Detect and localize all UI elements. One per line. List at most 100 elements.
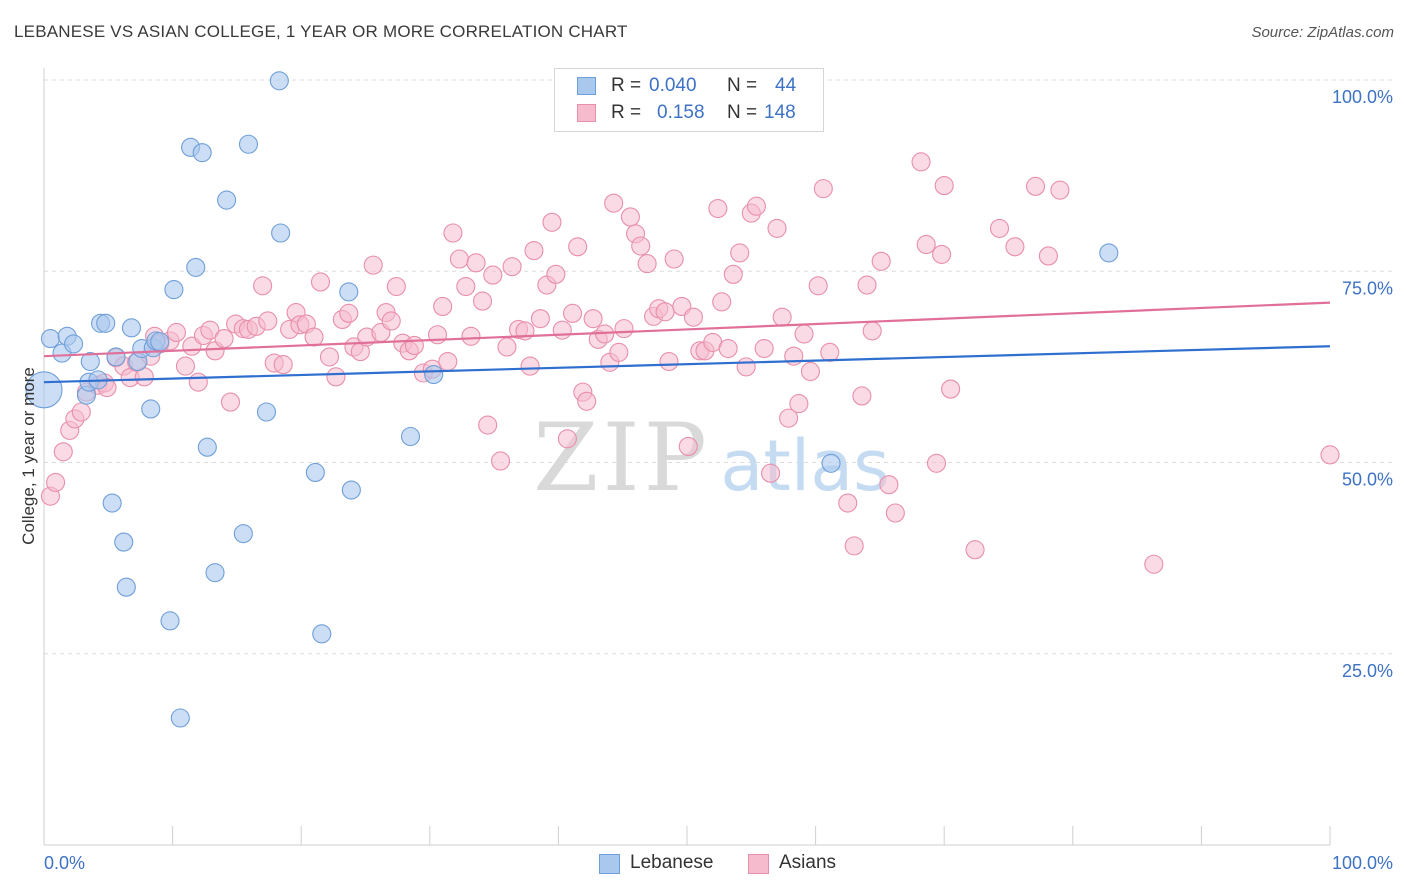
asian-point bbox=[730, 243, 750, 263]
asian-point bbox=[1050, 180, 1070, 200]
lebanese-point bbox=[114, 532, 134, 552]
asian-point bbox=[456, 276, 476, 297]
asian-point bbox=[767, 218, 787, 238]
asian-point bbox=[443, 223, 463, 243]
lebanese-point bbox=[424, 364, 444, 385]
asian-point bbox=[478, 415, 498, 435]
lebanese-point bbox=[106, 347, 126, 367]
asian-point bbox=[562, 303, 583, 323]
watermark-zip: ZIP bbox=[533, 404, 711, 513]
asian-point bbox=[989, 218, 1010, 238]
lebanese-point bbox=[821, 453, 841, 473]
lebanese-point bbox=[233, 524, 253, 544]
y-tick-label: 75.0% bbox=[1342, 278, 1393, 298]
lebanese-point bbox=[150, 332, 170, 352]
lebanese-point bbox=[64, 334, 84, 354]
asian-point bbox=[1320, 445, 1340, 465]
asian-point bbox=[926, 453, 947, 473]
asian-point bbox=[214, 329, 234, 349]
watermark-atlas: atlas bbox=[720, 425, 889, 507]
asian-point bbox=[200, 320, 220, 340]
asian-point bbox=[664, 249, 684, 269]
asian-point bbox=[820, 342, 840, 362]
asian-point bbox=[614, 319, 634, 339]
legend-n-value: 44 bbox=[775, 75, 797, 96]
asian-point bbox=[524, 241, 544, 261]
asian-point bbox=[808, 276, 828, 296]
asian-point bbox=[175, 356, 196, 376]
asian-point bbox=[772, 307, 792, 327]
lebanese-point bbox=[238, 134, 259, 154]
asian-point bbox=[461, 326, 481, 346]
asian-point bbox=[794, 324, 814, 344]
lebanese-point bbox=[96, 313, 116, 333]
asian-point bbox=[53, 442, 73, 462]
asian-point bbox=[879, 475, 899, 495]
x-tick-label: 100.0% bbox=[1332, 853, 1393, 873]
lebanese-point bbox=[1099, 243, 1119, 263]
asian-point bbox=[604, 193, 624, 213]
asian-point bbox=[683, 307, 703, 327]
asian-point bbox=[568, 237, 588, 257]
watermark: ZIP atlas bbox=[533, 404, 889, 513]
asian-point bbox=[736, 357, 756, 377]
lebanese-point bbox=[160, 611, 180, 631]
tick-labels: 25.0% 50.0% 75.0% 100.0% 0.0% 100.0% bbox=[44, 87, 1393, 873]
asian-point bbox=[800, 361, 821, 382]
lebanese-point bbox=[116, 577, 136, 597]
asians-swatch bbox=[577, 104, 596, 122]
lebanese-point bbox=[271, 223, 291, 243]
lebanese-point bbox=[164, 280, 184, 300]
lebanese-point bbox=[141, 399, 161, 419]
y-tick-label: 25.0% bbox=[1342, 661, 1393, 681]
chart-source: Source: ZipAtlas.com bbox=[1251, 24, 1394, 41]
asians-trend-line bbox=[43, 301, 1331, 358]
asian-point bbox=[339, 303, 359, 323]
asian-point bbox=[941, 379, 961, 399]
asian-point bbox=[386, 276, 406, 297]
asian-point bbox=[404, 335, 424, 356]
asian-point bbox=[844, 536, 864, 556]
asian-point bbox=[530, 309, 550, 329]
x-tick-label: 0.0% bbox=[44, 853, 85, 873]
asian-point bbox=[433, 296, 453, 316]
asian-point bbox=[789, 394, 809, 414]
lebanese-point bbox=[102, 493, 122, 513]
asian-point bbox=[483, 265, 503, 285]
asian-point bbox=[466, 253, 486, 273]
asian-point bbox=[310, 272, 331, 292]
asian-point bbox=[258, 311, 278, 331]
lebanese-point bbox=[192, 143, 212, 163]
asian-point bbox=[779, 408, 799, 428]
asian-point bbox=[885, 503, 905, 523]
asian-point bbox=[1144, 554, 1164, 574]
lebanese-point bbox=[170, 708, 190, 728]
lebanese-point bbox=[217, 190, 237, 210]
lebanese-point bbox=[197, 437, 217, 457]
asian-point bbox=[166, 322, 187, 343]
y-tick-label: 100.0% bbox=[1332, 87, 1393, 107]
lebanese-swatch bbox=[577, 77, 596, 95]
asian-point bbox=[813, 179, 833, 199]
lebanese-point bbox=[121, 318, 141, 338]
lebanese-point bbox=[186, 257, 206, 277]
asian-point bbox=[46, 472, 66, 492]
asian-point bbox=[637, 254, 657, 274]
legend-r-label: R = bbox=[611, 75, 642, 96]
asian-point bbox=[718, 338, 738, 359]
asian-point bbox=[708, 198, 728, 219]
asian-point bbox=[678, 436, 698, 456]
asian-point bbox=[220, 392, 241, 412]
asian-point bbox=[253, 276, 273, 296]
asians-legend-label: Asians bbox=[779, 852, 837, 873]
asian-point bbox=[273, 355, 293, 375]
asian-point bbox=[609, 342, 629, 362]
asian-point bbox=[723, 264, 743, 284]
lebanese-trend-line bbox=[43, 345, 1331, 384]
asian-point bbox=[1005, 237, 1025, 257]
lebanese-point bbox=[341, 480, 361, 500]
asian-point bbox=[838, 493, 858, 513]
legend-r-value: 0.040 bbox=[649, 75, 697, 96]
asian-point bbox=[965, 540, 985, 560]
